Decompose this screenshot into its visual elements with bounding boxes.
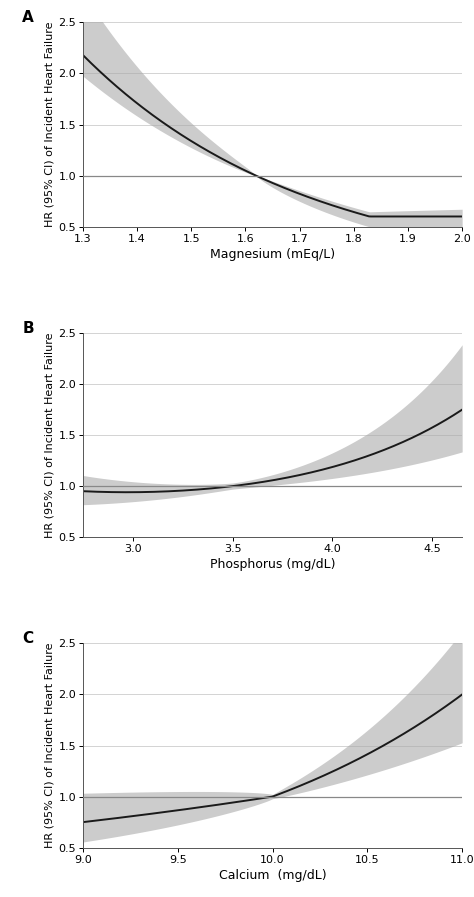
X-axis label: Phosphorus (mg/dL): Phosphorus (mg/dL)	[210, 558, 335, 571]
Y-axis label: HR (95% CI) of Incident Heart Failure: HR (95% CI) of Incident Heart Failure	[44, 22, 54, 227]
X-axis label: Calcium  (mg/dL): Calcium (mg/dL)	[219, 869, 327, 882]
Text: A: A	[22, 10, 34, 25]
Text: B: B	[22, 320, 34, 335]
Text: C: C	[22, 631, 33, 646]
Y-axis label: HR (95% CI) of Incident Heart Failure: HR (95% CI) of Incident Heart Failure	[44, 643, 54, 849]
X-axis label: Magnesium (mEq/L): Magnesium (mEq/L)	[210, 248, 335, 261]
Y-axis label: HR (95% CI) of Incident Heart Failure: HR (95% CI) of Incident Heart Failure	[44, 332, 54, 538]
